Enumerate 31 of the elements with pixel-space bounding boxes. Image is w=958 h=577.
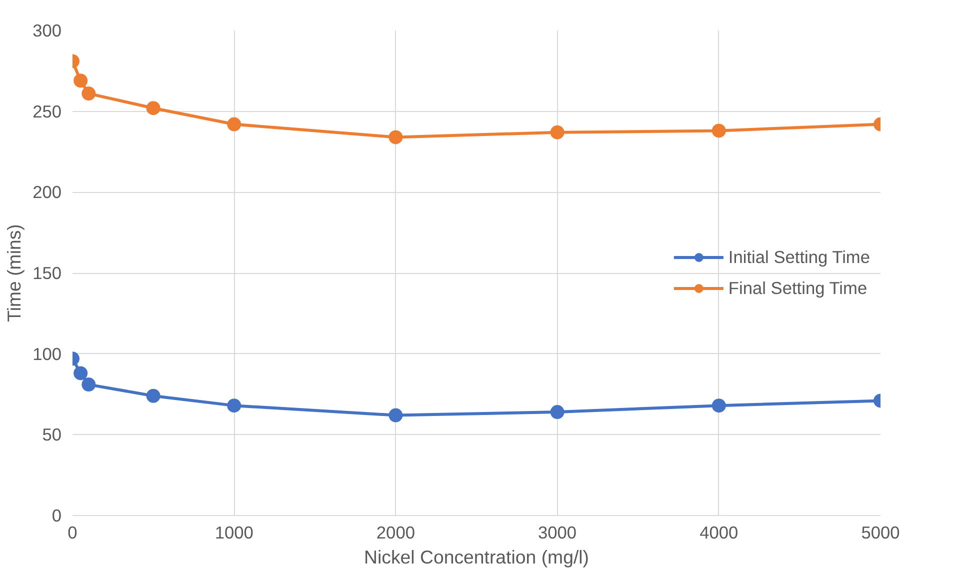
x-tick-label: 5000 — [861, 522, 900, 542]
point — [388, 408, 403, 422]
x-axis-title: Nickel Concentration (mg/l) — [364, 546, 590, 568]
y-tick-label: 200 — [32, 182, 62, 202]
point — [712, 398, 726, 413]
point — [74, 366, 88, 380]
y-tick-label: 50 — [42, 424, 62, 445]
x-tick-label: 4000 — [700, 522, 738, 542]
legend-label: Initial Setting Time — [728, 246, 870, 268]
point — [550, 405, 564, 420]
point — [146, 388, 160, 403]
legend-label: Final Setting Time — [728, 278, 868, 298]
x-tick-label: 2000 — [376, 522, 415, 542]
point — [227, 117, 242, 132]
x-tick-label: 3000 — [538, 522, 577, 542]
y-tick-label: 0 — [52, 506, 62, 526]
point — [74, 74, 88, 88]
y-tick-label: 150 — [32, 263, 62, 283]
y-axis-title: Time (mins) — [4, 224, 25, 322]
point — [227, 398, 242, 413]
point — [146, 101, 160, 116]
point — [82, 378, 96, 392]
point — [550, 125, 564, 140]
y-tick-label: 250 — [32, 101, 62, 122]
y-tick-label: 100 — [32, 344, 62, 364]
y-tick-label: 300 — [32, 20, 62, 40]
x-tick-label: 1000 — [214, 522, 254, 542]
point — [388, 130, 403, 144]
x-tick-label: 0 — [68, 522, 78, 542]
point — [712, 124, 726, 138]
point — [82, 86, 96, 101]
